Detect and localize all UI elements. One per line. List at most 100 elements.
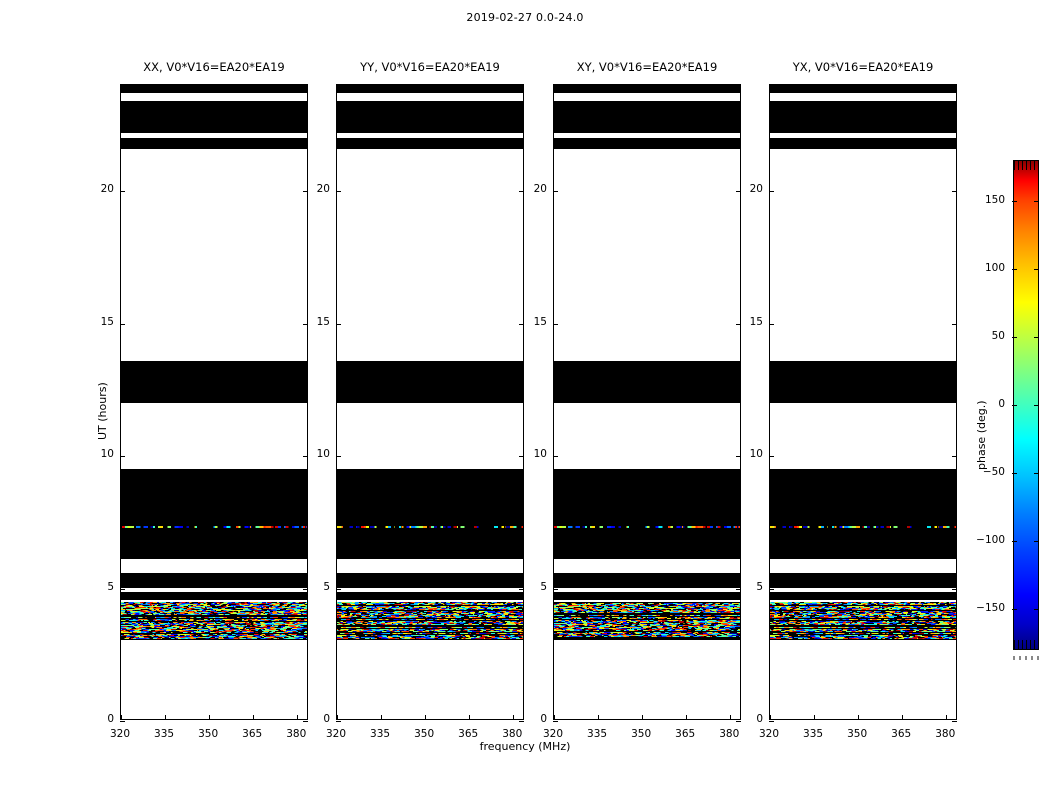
flagged-band — [554, 360, 740, 403]
flagged-band — [337, 360, 523, 403]
x-tick-top — [513, 84, 515, 89]
x-tick-top — [253, 84, 255, 89]
x-tick — [902, 715, 904, 720]
flagged-band — [337, 138, 523, 149]
x-tick — [121, 715, 122, 720]
y-tick-label: 5 — [756, 580, 763, 593]
y-tick-label: 20 — [749, 183, 763, 195]
y-tick-right — [952, 456, 957, 457]
y-tick — [336, 721, 341, 722]
flagged-band — [554, 592, 740, 601]
colorbar-tick-right — [1034, 336, 1039, 338]
x-tick-top — [598, 84, 600, 89]
x-tick-label: 365 — [675, 728, 696, 740]
flagged-band — [554, 469, 740, 560]
panel-axes-yy[interactable] — [336, 84, 524, 722]
x-tick-top — [814, 84, 816, 89]
x-tick — [598, 715, 600, 720]
x-tick-label: 380 — [286, 728, 307, 740]
x-tick-label: 320 — [325, 728, 347, 740]
x-tick-top — [381, 84, 383, 89]
x-tick-top — [858, 84, 860, 89]
x-tick-top — [425, 84, 427, 89]
flagged-band — [770, 469, 956, 560]
flagged-band — [121, 138, 307, 149]
scanline — [554, 526, 740, 529]
flagged-band — [121, 100, 307, 133]
flagged-band — [337, 100, 523, 133]
y-tick — [769, 191, 774, 192]
colorbar-title: phase (deg.) — [975, 400, 988, 470]
y-tick — [120, 721, 125, 722]
y-tick-right — [303, 721, 308, 722]
noisy-band — [121, 601, 307, 641]
panel-image-xx — [121, 85, 307, 719]
colorbar-tick — [1012, 336, 1017, 338]
y-tick-right — [952, 191, 957, 192]
x-tick-label: 365 — [891, 728, 912, 740]
y-tick-label: 15 — [100, 315, 114, 328]
x-tick-top — [554, 84, 555, 89]
colorbar-tick — [1012, 541, 1017, 543]
panel-axes-xx[interactable] — [120, 84, 308, 722]
y-tick — [769, 323, 774, 325]
x-tick — [642, 715, 644, 720]
x-tick-label: 350 — [198, 728, 219, 740]
noisy-band — [337, 601, 523, 641]
y-tick-right — [736, 721, 741, 722]
x-tick-label: 365 — [242, 728, 263, 740]
panel-title-xx: XX, V0*V16=EA20*EA19 — [143, 60, 285, 74]
flagged-band — [554, 100, 740, 133]
x-tick-top — [730, 84, 732, 89]
panel-image-xy — [554, 85, 740, 719]
y-tick-right — [952, 323, 957, 325]
y-tick — [336, 588, 341, 590]
y-tick-right — [519, 456, 524, 457]
y-tick-label: 10 — [533, 448, 547, 460]
x-tick-top — [165, 84, 167, 89]
y-tick-right — [952, 721, 957, 722]
panel-axes-xy[interactable] — [553, 84, 741, 722]
x-tick — [209, 715, 211, 720]
scanline — [770, 526, 956, 529]
y-tick — [120, 323, 125, 325]
y-tick — [120, 456, 125, 457]
y-axis-title: UT (hours) — [96, 382, 109, 440]
colorbar-tick-right — [1034, 473, 1039, 475]
x-tick — [730, 715, 732, 720]
y-tick — [120, 191, 125, 192]
y-tick-label: 15 — [749, 315, 763, 328]
x-tick — [770, 715, 771, 720]
x-tick-top — [770, 84, 771, 89]
x-tick-top — [902, 84, 904, 89]
x-tick-top — [686, 84, 688, 89]
y-tick-right — [303, 191, 308, 192]
flagged-band — [121, 360, 307, 403]
x-tick-top — [297, 84, 299, 89]
y-tick-label: 5 — [107, 580, 114, 593]
flagged-band — [770, 360, 956, 403]
y-tick-label: 5 — [323, 580, 330, 593]
flagged-band — [121, 469, 307, 560]
y-tick-label: 5 — [540, 580, 547, 593]
scanline — [121, 526, 307, 529]
colorbar-tick-label: −50 — [982, 466, 1005, 479]
y-tick — [553, 323, 558, 325]
y-tick-label: 0 — [323, 713, 330, 725]
flagged-band — [554, 138, 740, 149]
x-tick — [337, 715, 338, 720]
colorbar-tick-right — [1034, 609, 1039, 611]
y-tick — [336, 191, 341, 192]
y-tick-right — [303, 456, 308, 457]
flagged-band — [554, 85, 740, 93]
y-tick-label: 20 — [533, 183, 547, 195]
panel-axes-yx[interactable] — [769, 84, 957, 722]
y-tick-label: 15 — [533, 315, 547, 328]
colorbar-extend-marker — [1013, 656, 1039, 660]
y-tick-right — [736, 588, 741, 590]
y-tick — [553, 721, 558, 722]
colorbar-tick-label: 0 — [998, 398, 1005, 410]
y-tick — [553, 456, 558, 457]
flagged-band — [770, 85, 956, 93]
colorbar-tick-label: 50 — [991, 329, 1005, 342]
